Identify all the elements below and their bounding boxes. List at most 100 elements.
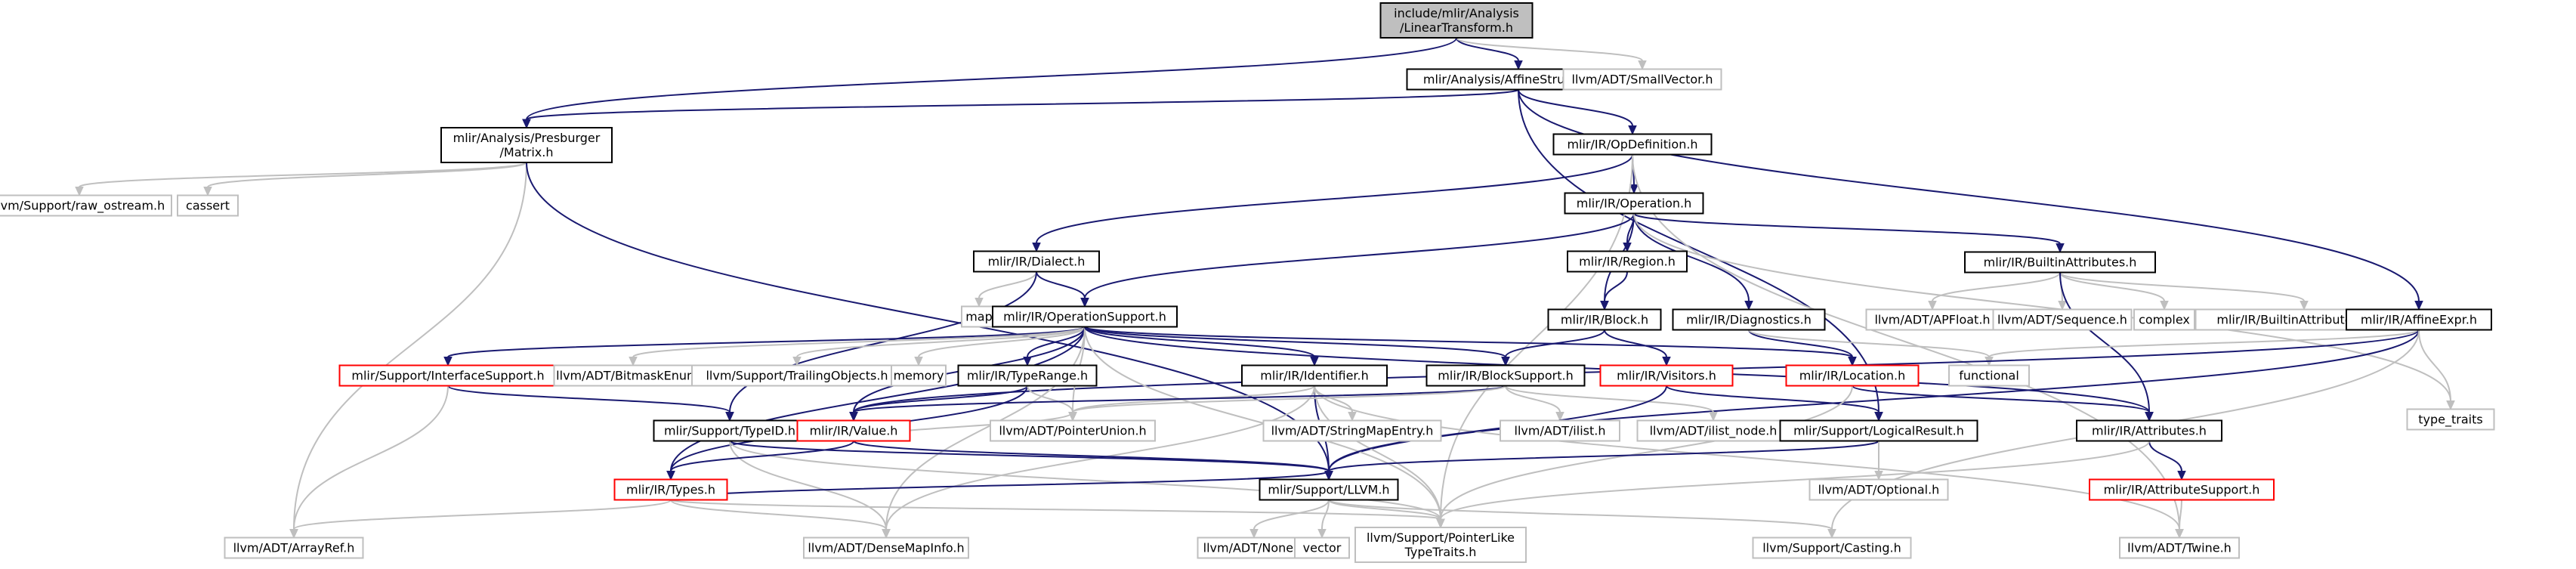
edge-operation-to-builtinattr xyxy=(1633,212,2065,253)
node-label: mlir/Support/InterfaceSupport.h xyxy=(351,369,544,383)
node-box xyxy=(1785,364,1920,387)
node-label: /LinearTransform.h xyxy=(1400,20,1513,35)
edge-llvmh-to-ptrlike xyxy=(1328,499,1445,529)
node-map: map xyxy=(961,305,997,328)
node-affexpr[interactable]: mlir/IR/AffineExpr.h xyxy=(2346,308,2492,331)
node-diagnostics[interactable]: mlir/IR/Diagnostics.h xyxy=(1672,308,1826,331)
node-identifier[interactable]: mlir/IR/Identifier.h xyxy=(1241,364,1388,387)
node-label: type_traits xyxy=(2418,413,2482,428)
node-cassert: cassert xyxy=(177,194,239,217)
node-box xyxy=(1354,527,1527,563)
edge-affstruct-to-presb xyxy=(522,88,1519,129)
node-label: functional xyxy=(1959,369,2019,383)
node-box xyxy=(1262,419,1442,442)
node-rawos: llvm/Support/raw_ostream.h xyxy=(0,194,172,217)
node-visitors[interactable]: mlir/IR/Visitors.h xyxy=(1599,364,1734,387)
node-box xyxy=(1500,419,1620,442)
node-label: llvm/Support/TrailingObjects.h xyxy=(706,369,888,383)
node-label: llvm/ADT/SmallVector.h xyxy=(1572,73,1713,87)
node-label: mlir/IR/Types.h xyxy=(626,483,715,497)
node-operation[interactable]: mlir/IR/Operation.h xyxy=(1564,192,1704,215)
node-block[interactable]: mlir/IR/Block.h xyxy=(1547,308,1662,331)
edge-location-to-ptrlike xyxy=(1436,385,1853,529)
node-label: mlir/IR/Region.h xyxy=(1579,255,1676,269)
edge-affexpr-to-typetraits xyxy=(2418,329,2455,410)
node-box xyxy=(796,419,911,442)
edge-block-to-visitors xyxy=(1604,329,1671,366)
edge-blocksupport-to-ilist xyxy=(1505,385,1564,422)
edge-opsupport-to-memory xyxy=(914,326,1086,366)
node-llvmh[interactable]: mlir/Support/LLVM.h xyxy=(1259,478,1399,501)
node-none: llvm/ADT/None.h xyxy=(1197,537,1311,559)
node-typerange[interactable]: mlir/IR/TypeRange.h xyxy=(957,364,1098,387)
node-label: mlir/IR/AttributeSupport.h xyxy=(2104,483,2260,497)
node-label: llvm/ADT/None.h xyxy=(1203,541,1305,555)
node-blocksupport[interactable]: mlir/IR/BlockSupport.h xyxy=(1425,364,1586,387)
edge-value-to-llvmh xyxy=(853,440,1333,481)
edge-attrsupport-to-twine xyxy=(2175,499,2184,539)
node-box xyxy=(613,478,728,501)
node-label: map xyxy=(965,310,993,324)
node-region[interactable]: mlir/IR/Region.h xyxy=(1567,250,1688,273)
node-optional: llvm/ADT/Optional.h xyxy=(1808,478,1949,501)
node-bitmask: llvm/ADT/BitmaskEnum.h xyxy=(553,364,713,387)
edge-value-to-types xyxy=(666,440,854,481)
node-linear[interactable]: include/mlir/Analysis/LinearTransform.h xyxy=(1379,2,1534,39)
node-smallvec: llvm/ADT/SmallVector.h xyxy=(1562,68,1722,91)
node-complex: complex xyxy=(2133,308,2195,331)
node-label: llvm/ADT/APFloat.h xyxy=(1874,313,1990,327)
node-attributes[interactable]: mlir/IR/Attributes.h xyxy=(2076,419,2222,442)
node-location[interactable]: mlir/IR/Location.h xyxy=(1785,364,1920,387)
node-sequence: llvm/ADT/Sequence.h xyxy=(1992,308,2133,331)
edge-linear-to-presb xyxy=(522,37,1457,129)
node-box xyxy=(1964,251,2156,274)
node-attrsupport[interactable]: mlir/IR/AttributeSupport.h xyxy=(2089,478,2275,501)
edge-blocksupport-to-ilistnode xyxy=(1505,385,1718,422)
node-presb[interactable]: mlir/Analysis/Presburger/Matrix.h xyxy=(440,127,613,163)
node-apfloat: llvm/ADT/APFloat.h xyxy=(1865,308,2000,331)
node-opsupport[interactable]: mlir/IR/OperationSupport.h xyxy=(992,305,1178,328)
node-label: llvm/Support/raw_ostream.h xyxy=(0,199,165,214)
node-box xyxy=(990,419,1156,442)
node-label: mlir/Support/TypeID.h xyxy=(664,424,795,438)
node-value[interactable]: mlir/IR/Value.h xyxy=(796,419,911,442)
node-logicalresult[interactable]: mlir/Support/LogicalResult.h xyxy=(1779,419,1978,442)
node-ilist: llvm/ADT/ilist.h xyxy=(1500,419,1620,442)
node-box xyxy=(2406,408,2495,431)
node-label: include/mlir/Analysis xyxy=(1394,6,1519,20)
edge-affstruct-to-opdef xyxy=(1518,89,1637,135)
node-box xyxy=(224,537,364,559)
edge-ifacesup-to-typeid xyxy=(447,385,734,422)
node-box xyxy=(440,127,613,163)
node-ifacesup[interactable]: mlir/Support/InterfaceSupport.h xyxy=(338,364,558,387)
node-box xyxy=(1948,364,2030,387)
node-arrayref: llvm/ADT/ArrayRef.h xyxy=(224,537,364,559)
node-box xyxy=(2133,308,2195,331)
node-label: llvm/ADT/ilist_node.h xyxy=(1650,424,1778,439)
node-vector: vector xyxy=(1294,537,1350,559)
node-box xyxy=(1259,478,1399,501)
node-box xyxy=(1241,364,1388,387)
edge-builtinattr-to-builtininc xyxy=(2059,271,2309,311)
node-box xyxy=(1564,192,1704,215)
node-builtinattr[interactable]: mlir/IR/BuiltinAttributes.h xyxy=(1964,251,2156,274)
node-types[interactable]: mlir/IR/Types.h xyxy=(613,478,728,501)
node-opdef[interactable]: mlir/IR/OpDefinition.h xyxy=(1552,133,1713,156)
node-typeid[interactable]: mlir/Support/TypeID.h xyxy=(653,419,807,442)
node-label: mlir/IR/Attributes.h xyxy=(2092,424,2207,438)
node-label: llvm/ADT/StringMapEntry.h xyxy=(1271,424,1434,438)
edge-presb-to-cassert xyxy=(203,162,527,196)
node-box xyxy=(992,305,1178,328)
node-box xyxy=(2346,308,2492,331)
node-label: mlir/IR/Identifier.h xyxy=(1260,369,1369,383)
node-dialect[interactable]: mlir/IR/Dialect.h xyxy=(973,250,1100,273)
node-box xyxy=(1992,308,2133,331)
node-functional: functional xyxy=(1948,364,2030,387)
edge-types-to-arrayref xyxy=(289,499,672,539)
node-box xyxy=(1599,364,1734,387)
node-label: llvm/ADT/Twine.h xyxy=(2127,541,2232,555)
node-box xyxy=(1636,419,1790,442)
node-typetraits: type_traits xyxy=(2406,408,2495,431)
node-densemapinfo: llvm/ADT/DenseMapInfo.h xyxy=(803,537,969,559)
